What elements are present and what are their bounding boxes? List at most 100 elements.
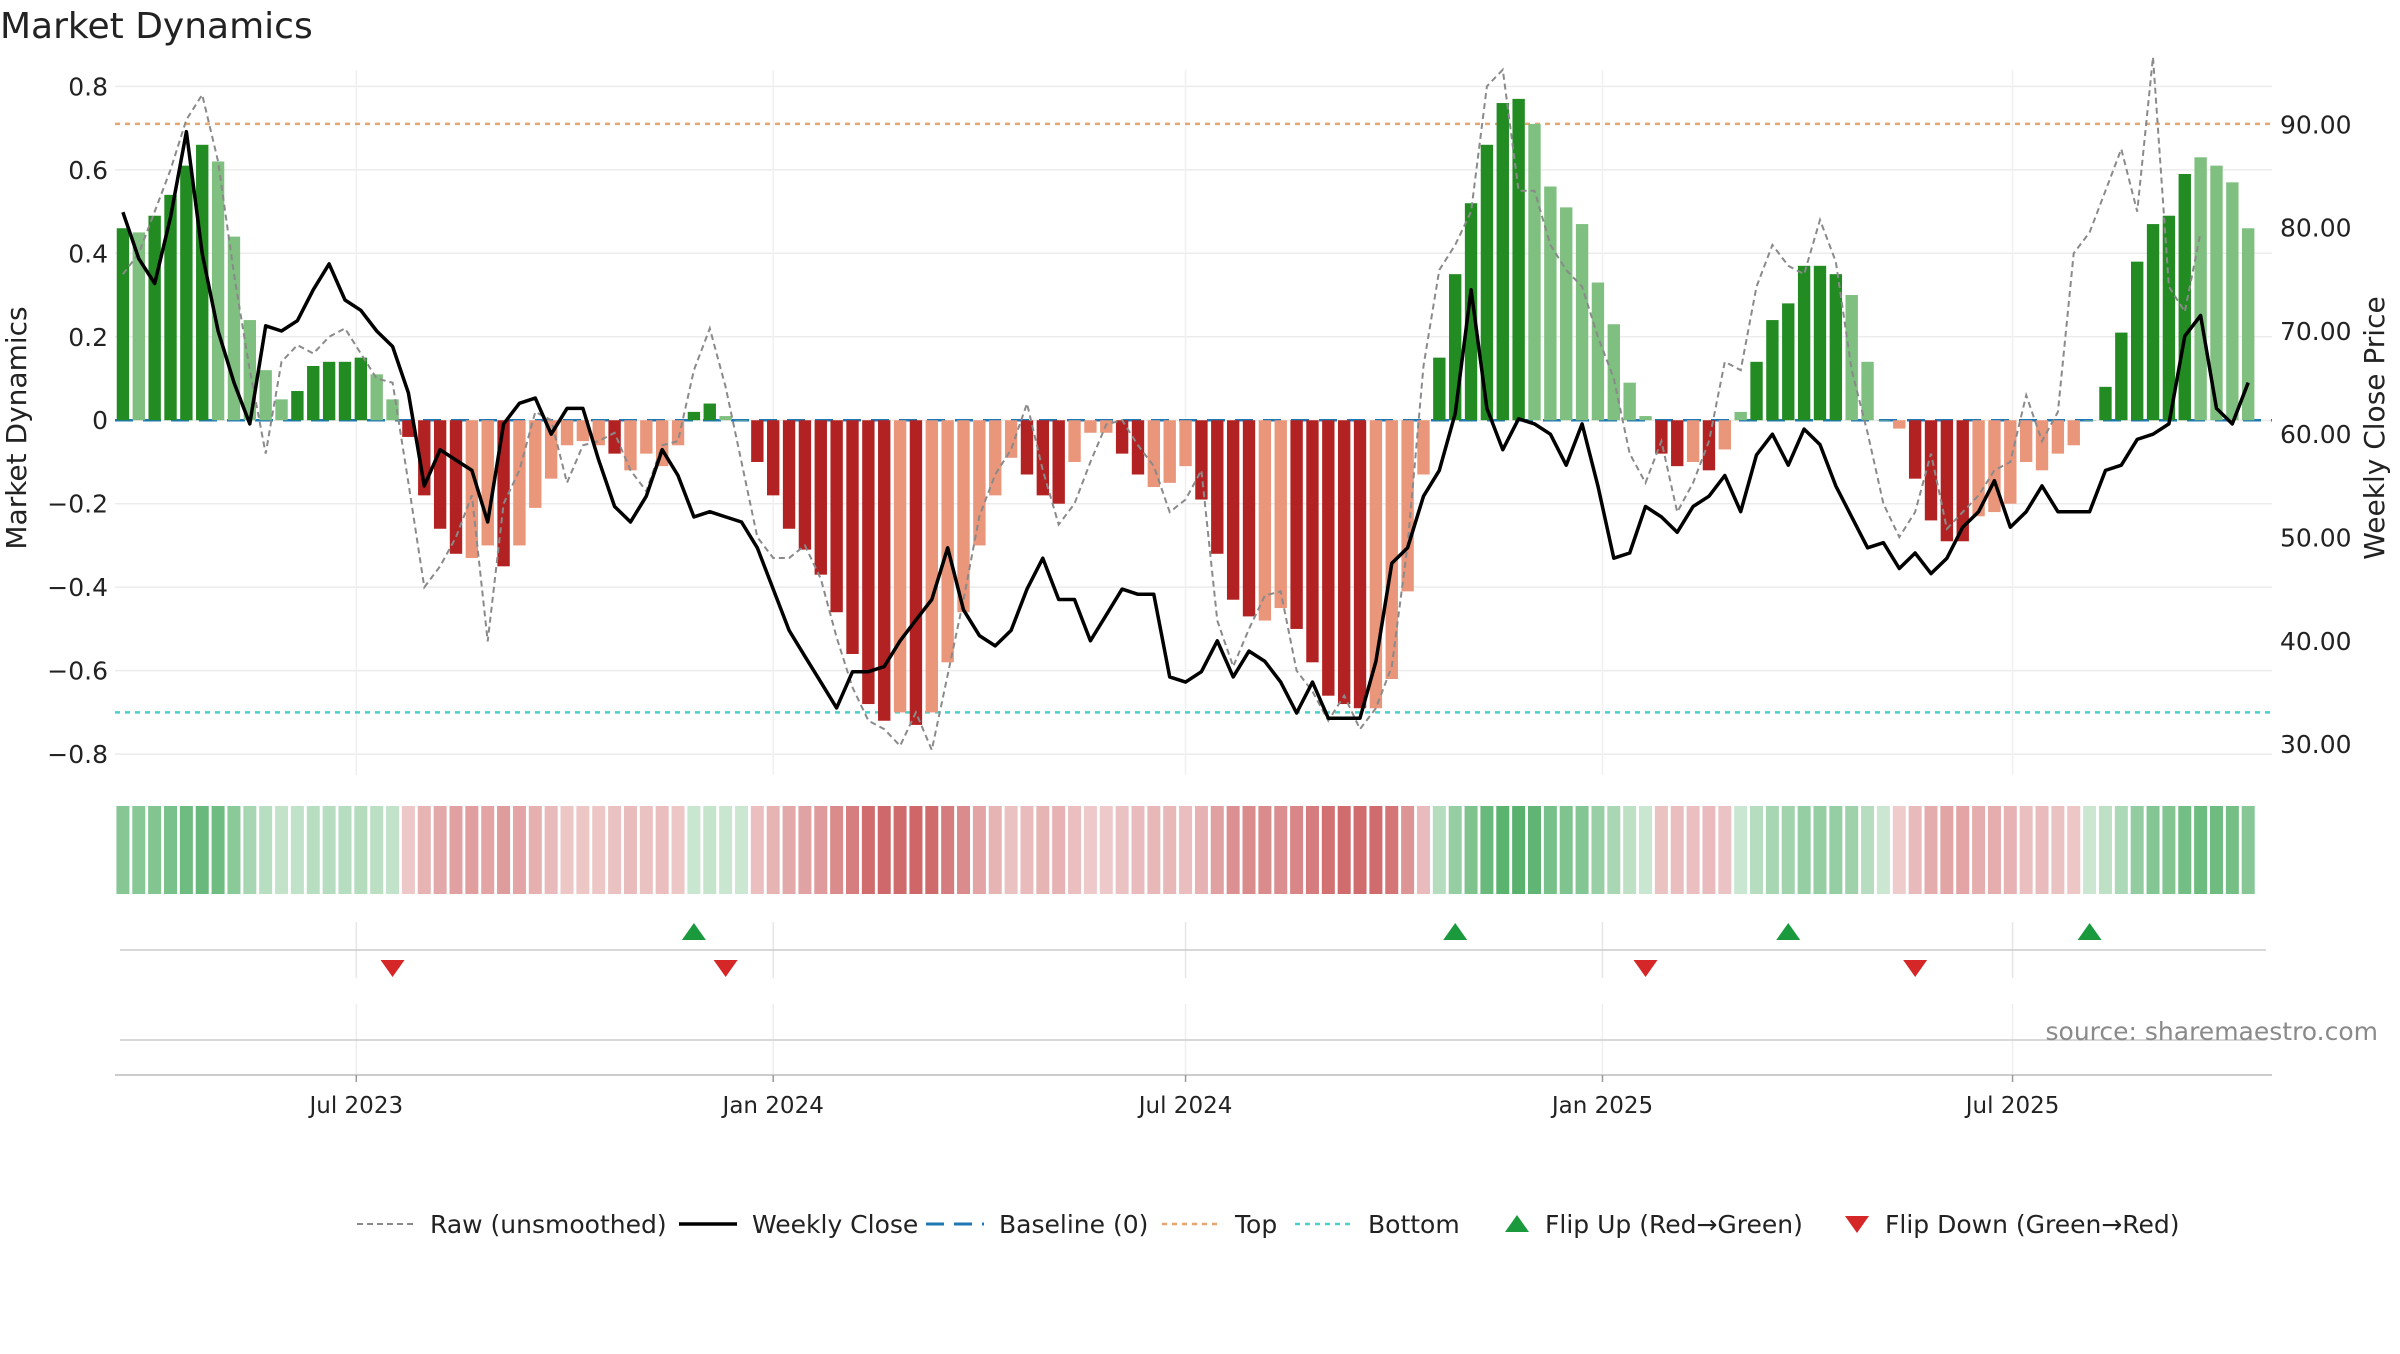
market-dynamics-bar bbox=[576, 420, 590, 442]
market-dynamics-bar bbox=[449, 420, 463, 554]
regime-strip-cell bbox=[925, 806, 939, 894]
regime-strip-cell bbox=[322, 806, 336, 894]
flip-up-marker bbox=[681, 923, 706, 940]
regime-strip-cell bbox=[623, 806, 637, 894]
market-dynamics-bar bbox=[1290, 420, 1303, 629]
regime-strip-cell bbox=[988, 806, 1002, 894]
market-dynamics-bar bbox=[1226, 420, 1240, 600]
regime-strip-cell bbox=[2019, 806, 2033, 894]
regime-strip-cell bbox=[1972, 806, 1986, 894]
regime-strip-cell bbox=[2098, 806, 2112, 894]
regime-strip-cell bbox=[1861, 806, 1875, 894]
regime-strip-cell bbox=[1876, 806, 1890, 894]
market-dynamics-bar bbox=[1179, 420, 1192, 467]
market-dynamics-bar bbox=[1829, 274, 1843, 421]
regime-strip-cell bbox=[941, 806, 955, 894]
market-dynamics-bar bbox=[1115, 420, 1129, 454]
regime-strip-cell bbox=[1559, 806, 1573, 894]
market-dynamics-bar bbox=[1036, 420, 1050, 496]
market-dynamics-bar bbox=[2242, 228, 2255, 421]
regime-strip-cell bbox=[576, 806, 590, 894]
market-dynamics-bar bbox=[640, 420, 653, 454]
legend-label: Top bbox=[1234, 1210, 1277, 1239]
regime-strip-cell bbox=[1512, 806, 1526, 894]
regime-strip-cell bbox=[893, 806, 907, 894]
regime-strip-cell bbox=[782, 806, 796, 894]
market-dynamics-bar bbox=[132, 232, 145, 421]
market-dynamics-bar bbox=[307, 365, 320, 421]
market-dynamics-bar bbox=[1575, 224, 1589, 421]
x-tick-label: Jan 2024 bbox=[721, 1093, 824, 1119]
regime-strip-cell bbox=[401, 806, 415, 894]
legend-label: Flip Up (Red→Green) bbox=[1545, 1210, 1803, 1239]
market-dynamics-bar bbox=[1433, 357, 1446, 421]
market-dynamics-bar bbox=[370, 374, 383, 421]
legend-swatch-flip-down bbox=[1845, 1216, 1869, 1233]
regime-strip-cell bbox=[1702, 806, 1716, 894]
market-dynamics-bar bbox=[1908, 420, 1922, 479]
market-dynamics-bar bbox=[1147, 420, 1161, 488]
source-label: source: sharemaestro.com bbox=[2046, 1017, 2379, 1046]
regime-strip-cell bbox=[243, 806, 257, 894]
regime-strip-cell bbox=[195, 806, 209, 894]
market-dynamics-bar bbox=[1956, 420, 1969, 542]
flip-up-marker bbox=[1776, 923, 1801, 940]
regime-strip-cell bbox=[386, 806, 400, 894]
regime-strip bbox=[116, 806, 2255, 894]
market-dynamics-bar bbox=[1195, 420, 1208, 500]
regime-strip-cell bbox=[1750, 806, 1764, 894]
x-axis: Jul 2023 Jan 2024 Jul 2024 Jan 2025 Jul 2025 bbox=[115, 1074, 2272, 1119]
y-tick-label: −0.8 bbox=[47, 740, 108, 769]
market-dynamics-bar bbox=[782, 420, 796, 529]
raw-series-line bbox=[122, 56, 2202, 754]
market-dynamics-bar bbox=[1591, 282, 1605, 421]
market-dynamics-bar bbox=[878, 420, 891, 721]
market-dynamics-bar bbox=[973, 420, 986, 546]
regime-strip-cell bbox=[132, 806, 146, 894]
regime-strip-cell bbox=[528, 806, 542, 894]
market-dynamics-bars bbox=[116, 98, 2255, 725]
market-dynamics-bar bbox=[1004, 420, 1018, 458]
regime-strip-cell bbox=[2051, 806, 2065, 894]
regime-strip-cell bbox=[1036, 806, 1050, 894]
regime-strip-cell bbox=[1845, 806, 1859, 894]
regime-strip-cell bbox=[972, 806, 986, 894]
y-tick-label: −0.4 bbox=[47, 573, 108, 602]
regime-strip-cell bbox=[1290, 806, 1304, 894]
regime-strip-cell bbox=[433, 806, 447, 894]
regime-strip-cell bbox=[687, 806, 701, 894]
regime-strip-cell bbox=[1179, 806, 1193, 894]
market-dynamics-bar bbox=[402, 420, 415, 437]
flip-down-marker bbox=[713, 960, 738, 977]
regime-strip-cell bbox=[1527, 806, 1541, 894]
y2-tick-label: 50.00 bbox=[2280, 524, 2352, 553]
regime-strip-cell bbox=[1781, 806, 1795, 894]
regime-strip-cell bbox=[639, 806, 653, 894]
regime-strip-cell bbox=[861, 806, 875, 894]
regime-strip-cell bbox=[1480, 806, 1494, 894]
regime-strip-cell bbox=[1623, 806, 1637, 894]
market-dynamics-bar bbox=[719, 416, 732, 421]
market-dynamics-bar bbox=[735, 420, 748, 421]
regime-strip-cell bbox=[227, 806, 241, 894]
market-dynamics-bar bbox=[433, 420, 447, 529]
market-dynamics-bar bbox=[1322, 420, 1335, 696]
market-dynamics-bar bbox=[148, 215, 161, 421]
y-tick-label: −0.6 bbox=[47, 657, 108, 686]
market-dynamics-bar bbox=[1750, 361, 1763, 421]
regime-strip-cell bbox=[1607, 806, 1621, 894]
flip-markers bbox=[120, 923, 2266, 1041]
market-dynamics-bar bbox=[1702, 420, 1716, 471]
regime-strip-cell bbox=[1448, 806, 1462, 894]
market-dynamics-bar bbox=[1131, 420, 1145, 475]
market-dynamics-bar bbox=[1353, 420, 1367, 709]
regime-strip-cell bbox=[1416, 806, 1430, 894]
market-dynamics-bar bbox=[1877, 420, 1890, 421]
legend-swatch-flip-up bbox=[1505, 1215, 1529, 1232]
market-dynamics-bar bbox=[1163, 420, 1176, 483]
regime-strip-cell bbox=[2146, 806, 2160, 894]
regime-strip-cell bbox=[1575, 806, 1589, 894]
y2-tick-label: 30.00 bbox=[2280, 730, 2352, 759]
market-dynamics-bar bbox=[211, 161, 225, 421]
